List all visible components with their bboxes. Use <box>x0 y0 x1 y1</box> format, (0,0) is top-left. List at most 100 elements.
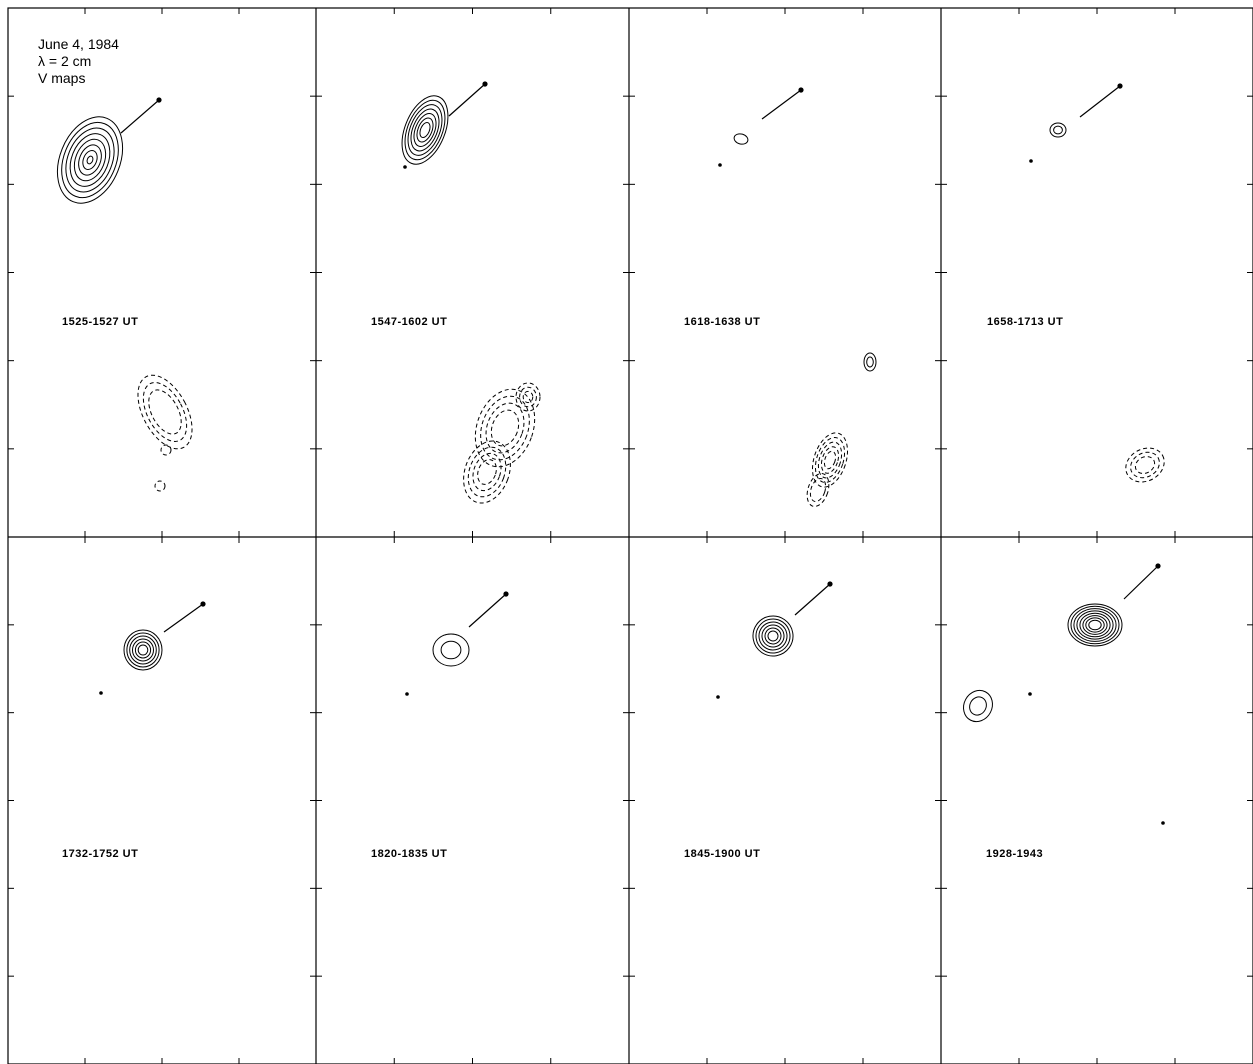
contour-line <box>419 121 431 139</box>
contour-line <box>56 116 124 204</box>
arrow-head <box>156 97 162 103</box>
contour-line <box>764 627 782 645</box>
contour-line <box>416 117 434 143</box>
reference-dot <box>403 165 407 169</box>
contour-line <box>160 444 172 456</box>
reference-dot <box>1161 821 1165 825</box>
panel-1-time-label: 1525-1527 UT <box>62 316 139 328</box>
reference-dot <box>1028 692 1032 696</box>
contour-line <box>1088 619 1102 631</box>
panel-8-time-label: 1928-1943 <box>986 848 1044 860</box>
arrow-line <box>1079 85 1121 118</box>
panel-grid <box>7 7 1253 1064</box>
contour-line <box>134 641 152 659</box>
contour-line <box>752 615 794 657</box>
contour-line <box>78 144 102 176</box>
contour-line <box>65 127 115 193</box>
arrow-line <box>794 583 831 616</box>
contour-line <box>963 689 993 723</box>
contour-line <box>806 473 830 507</box>
contour-line <box>472 452 502 492</box>
contour-line <box>755 618 791 654</box>
contours <box>56 95 1165 723</box>
contour-line <box>73 138 107 182</box>
arrow-line <box>120 99 160 134</box>
panel-2-time-label: 1547-1602 UT <box>371 316 448 328</box>
contour-line <box>1067 603 1123 647</box>
contour-line <box>432 633 470 667</box>
contour-line <box>490 409 520 447</box>
contour-line <box>1082 615 1108 635</box>
contour-line <box>61 121 119 199</box>
figure-border <box>7 7 1253 1064</box>
contour-line <box>519 386 537 408</box>
contour-line <box>1125 447 1165 483</box>
contour-line <box>86 155 94 165</box>
arrow-head <box>482 81 488 87</box>
arrow-head <box>827 581 833 587</box>
contour-line <box>820 446 840 474</box>
contour-line <box>758 621 788 651</box>
contour-line <box>1134 456 1156 474</box>
contour-line <box>809 477 827 503</box>
arrow-head <box>1155 563 1161 569</box>
contour-line <box>1079 612 1111 638</box>
contour-line <box>823 450 837 470</box>
contour-line <box>474 388 536 468</box>
contour-line <box>467 446 507 498</box>
panel-5-time-label: 1732-1752 UT <box>62 848 139 860</box>
contour-line <box>1053 125 1063 135</box>
panel-4-time-label: 1658-1713 UT <box>987 316 1064 328</box>
arrow-line <box>468 593 507 628</box>
figure-header: June 4, 1984 λ = 2 cm V maps <box>38 36 119 87</box>
contour-line <box>1070 605 1120 645</box>
contour-line <box>1130 451 1160 479</box>
contour-line <box>132 638 154 662</box>
contour-line <box>1076 610 1114 640</box>
contour-line <box>485 402 525 454</box>
arrow-line <box>761 89 802 120</box>
contour-line <box>410 108 440 152</box>
contour-line <box>137 644 149 656</box>
arrow-head <box>1117 83 1123 89</box>
contour-line <box>761 624 785 648</box>
contour-line <box>480 395 530 461</box>
contour-line <box>1073 608 1117 642</box>
contour-line <box>863 352 877 372</box>
contour-line <box>463 440 511 504</box>
reference-dot <box>716 695 720 699</box>
contour-line <box>817 441 843 479</box>
panel-6-time-label: 1820-1835 UT <box>371 848 448 860</box>
reference-dot <box>1029 159 1033 163</box>
arrow-head <box>798 87 804 93</box>
contour-line <box>1085 617 1105 633</box>
contour-line <box>142 382 188 442</box>
contour-line <box>477 459 497 485</box>
contour-line <box>866 356 874 368</box>
contour-line <box>733 133 749 145</box>
reference-dot <box>405 692 409 696</box>
arrow-line <box>1123 565 1159 600</box>
contour-line <box>811 432 849 488</box>
panel-7-time-label: 1845-1900 UT <box>684 848 761 860</box>
contour-line <box>969 696 987 716</box>
contour-line <box>522 390 534 404</box>
contour-line <box>515 382 541 412</box>
header-wavelength: λ = 2 cm <box>38 53 92 69</box>
contour-line <box>404 99 446 161</box>
contour-line <box>126 632 160 668</box>
contour-line <box>407 104 443 156</box>
contour-line <box>154 480 166 492</box>
panel-3-time-label: 1618-1638 UT <box>684 316 761 328</box>
contour-line <box>440 640 462 660</box>
arrow-head <box>200 601 206 607</box>
header-date: June 4, 1984 <box>38 36 119 52</box>
contour-line <box>814 437 846 483</box>
contour-line <box>401 95 449 165</box>
contour-line <box>137 374 193 450</box>
header-map-type: V maps <box>38 70 86 86</box>
contour-line <box>767 630 779 642</box>
contour-line <box>123 629 163 671</box>
direction-arrows <box>120 81 1161 633</box>
